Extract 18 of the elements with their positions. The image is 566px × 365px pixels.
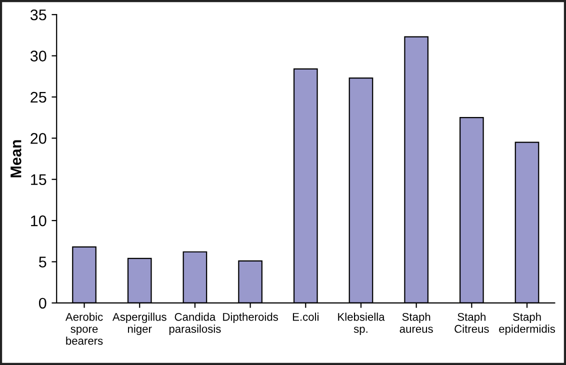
x-tick-label: Aspergillus niger <box>112 312 166 335</box>
y-tick-label: 20 <box>30 133 46 144</box>
x-tick-label: Staph Citreus <box>454 312 489 333</box>
x-tick-label: Klebsiella sp. <box>338 312 385 335</box>
y-tick-label: 0 <box>38 298 46 309</box>
y-tick-label: 15 <box>31 174 46 186</box>
y-tick-label: 10 <box>31 215 46 226</box>
x-tick-label: Staph epidermidis <box>499 312 556 335</box>
x-tick-label: Aerobic spore bearers <box>65 312 103 345</box>
y-tick-label: 35 <box>30 9 46 20</box>
y-axis-title: Mean <box>10 140 22 178</box>
x-tick-label: Diptheroids <box>223 312 278 324</box>
x-tick-label: E.coli <box>292 312 318 321</box>
x-tick-label: Candida parasilosis <box>169 312 221 335</box>
y-tick-label: 25 <box>30 92 46 103</box>
y-tick-label: 5 <box>38 256 46 268</box>
y-tick-label: 30 <box>30 50 46 62</box>
x-tick-label: Staph aureus <box>400 312 433 333</box>
